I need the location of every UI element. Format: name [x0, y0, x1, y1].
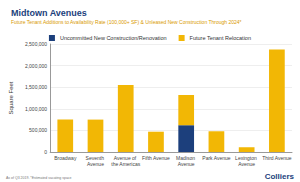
- svg-text:1,000,000: 1,000,000: [25, 106, 47, 112]
- svg-text:Third Avenue: Third Avenue: [262, 155, 292, 161]
- svg-text:Colliers: Colliers: [265, 172, 295, 181]
- svg-text:Square Feet: Square Feet: [8, 81, 14, 114]
- svg-text:Avenue: Avenue: [178, 161, 195, 167]
- svg-text:Uncommitted New Construction/R: Uncommitted New Construction/Renovation: [60, 35, 167, 41]
- svg-text:Avenue: Avenue: [87, 161, 104, 167]
- svg-text:2,500,000: 2,500,000: [25, 41, 47, 47]
- svg-text:0: 0: [44, 149, 47, 155]
- svg-text:Lexington: Lexington: [235, 155, 259, 161]
- svg-text:Broadway: Broadway: [54, 155, 77, 161]
- svg-text:500,000: 500,000: [29, 127, 47, 133]
- svg-text:Avenue: Avenue: [238, 161, 255, 167]
- svg-text:Fifth Avenue: Fifth Avenue: [142, 155, 170, 161]
- svg-text:Madison: Madison: [176, 155, 197, 161]
- svg-text:the Americas: the Americas: [111, 161, 140, 167]
- svg-text:As of Q3 2019. *Estimated vaca: As of Q3 2019. *Estimated vacating space: [6, 176, 72, 180]
- svg-text:Future Tenant Relocation: Future Tenant Relocation: [190, 35, 251, 41]
- svg-text:2,000,000: 2,000,000: [25, 63, 47, 69]
- svg-text:1,500,000: 1,500,000: [25, 84, 47, 90]
- svg-text:Future Tenant Additions to Ava: Future Tenant Additions to Availability …: [11, 19, 242, 25]
- svg-text:Avenue of: Avenue of: [113, 155, 138, 161]
- svg-text:Midtown Avenues: Midtown Avenues: [11, 8, 87, 18]
- svg-text:Park Avenue: Park Avenue: [202, 155, 230, 161]
- svg-text:Seventh: Seventh: [85, 155, 106, 161]
